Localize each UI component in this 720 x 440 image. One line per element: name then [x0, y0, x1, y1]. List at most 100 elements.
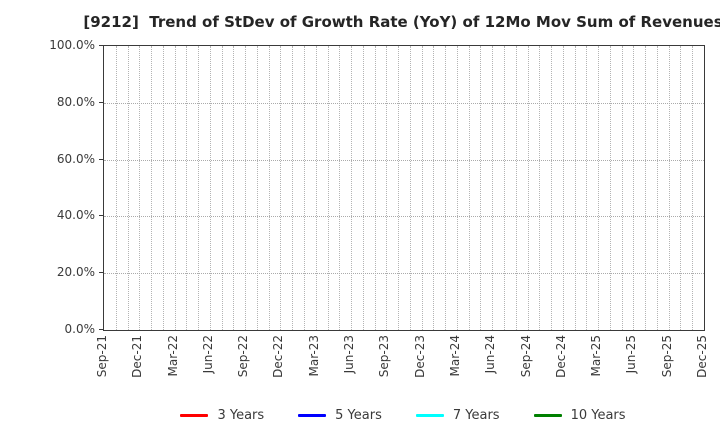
y-tick-label: 0.0% [64, 322, 96, 336]
x-tick-label: Jun-25 [624, 335, 639, 374]
gridline-vertical [433, 46, 435, 330]
x-tick-label: Jun-23 [342, 335, 357, 374]
legend-label: 3 Years [217, 407, 265, 423]
x-tick-label: Mar-24 [447, 335, 462, 377]
gridline-vertical [351, 46, 353, 330]
legend-line-swatch-5-years [298, 413, 327, 417]
legend-item: 7 Years [415, 407, 500, 423]
y-tick-mark [99, 272, 103, 274]
gridline-horizontal [104, 102, 704, 104]
x-tick-label: Sep-23 [377, 335, 392, 378]
gridline-horizontal [104, 159, 704, 161]
legend-line-swatch-7-years [415, 413, 444, 417]
y-tick-label: 80.0% [56, 94, 95, 109]
gridline-vertical [456, 46, 458, 330]
y-tick-label: 40.0% [56, 208, 95, 223]
legend: 3 Years 5 Years 7 Years 10 Years [103, 404, 703, 426]
y-tick-label: 20.0% [56, 265, 95, 280]
gridline-horizontal [104, 273, 704, 275]
gridline-vertical [209, 46, 211, 330]
gridline-vertical [362, 46, 364, 330]
gridline-vertical [668, 46, 670, 330]
gridline-vertical [586, 46, 588, 330]
gridline-vertical [574, 46, 576, 330]
gridline-vertical [374, 46, 376, 330]
gridline-vertical [692, 46, 694, 330]
plot-area [103, 45, 705, 331]
x-tick-label: Sep-25 [659, 335, 674, 378]
gridline-vertical [480, 46, 482, 330]
gridline-vertical [621, 46, 623, 330]
gridline-vertical [421, 46, 423, 330]
gridline-vertical [151, 46, 153, 330]
gridline-vertical [327, 46, 329, 330]
x-tick-label: Dec-25 [695, 335, 709, 378]
legend-line-swatch-3-years [180, 413, 209, 417]
gridline-vertical [492, 46, 494, 330]
gridline-vertical [504, 46, 505, 330]
gridline-vertical [398, 46, 400, 330]
gridline-vertical [245, 46, 247, 330]
y-tick-mark [99, 215, 103, 217]
gridline-vertical [292, 46, 294, 330]
legend-item: 3 Years [180, 408, 264, 423]
gridline-vertical [268, 46, 270, 330]
legend-label: 5 Years [335, 407, 382, 423]
x-tick-label: Dec-22 [271, 335, 286, 378]
legend-item: 5 Years [298, 408, 382, 423]
gridline-vertical [680, 46, 682, 330]
y-tick-mark [99, 45, 103, 46]
x-tick-label: Dec-23 [412, 335, 427, 378]
gridline-vertical [221, 46, 223, 330]
legend-line-swatch-10-years [533, 413, 562, 417]
gridline-vertical [315, 46, 317, 330]
legend-label: 7 Years [452, 407, 500, 423]
gridline-vertical [609, 46, 611, 330]
gridline-horizontal [104, 216, 704, 218]
x-tick-label: Jun-24 [483, 335, 498, 374]
gridline-vertical [551, 46, 553, 330]
gridline-vertical [280, 46, 282, 330]
x-tick-label: Dec-21 [130, 335, 145, 378]
chart-title: [9212] Trend of StDev of Growth Rate (Yo… [83, 13, 720, 31]
x-tick-label: Sep-22 [236, 335, 251, 378]
gridline-vertical [256, 46, 258, 330]
x-tick-label: Dec-24 [553, 335, 568, 378]
gridline-vertical [386, 46, 388, 330]
gridline-vertical [445, 46, 447, 330]
gridline-vertical [339, 46, 341, 330]
gridline-vertical [304, 46, 305, 330]
x-tick-label: Sep-24 [518, 335, 533, 378]
x-tick-label: Mar-23 [306, 335, 321, 377]
gridline-vertical [539, 46, 541, 330]
y-tick-label: 60.0% [56, 151, 95, 166]
x-tick-label: Mar-25 [589, 335, 604, 377]
x-tick-label: Jun-22 [200, 335, 215, 374]
x-tick-label: Sep-21 [95, 335, 109, 378]
gridline-vertical [127, 46, 129, 330]
gridline-vertical [198, 46, 200, 330]
y-tick-mark [99, 101, 103, 103]
gridline-vertical [409, 46, 411, 330]
gridline-vertical [562, 46, 564, 330]
gridline-vertical [656, 46, 658, 330]
gridline-vertical [598, 46, 600, 330]
y-tick-mark [99, 329, 103, 330]
gridline-vertical [174, 46, 176, 330]
gridline-vertical [645, 46, 647, 330]
gridline-vertical [515, 46, 517, 330]
gridline-vertical [233, 46, 235, 330]
gridline-vertical [139, 46, 141, 330]
gridline-vertical [115, 46, 117, 330]
gridline-vertical [162, 46, 164, 330]
gridline-vertical [186, 46, 188, 330]
legend-label: 10 Years [570, 407, 626, 423]
gridline-vertical [527, 46, 529, 330]
gridline-vertical [633, 46, 635, 330]
x-tick-label: Mar-22 [165, 335, 180, 377]
legend-item: 10 Years [533, 407, 626, 423]
y-tick-label: 100.0% [49, 38, 95, 52]
y-tick-mark [99, 158, 103, 160]
gridline-vertical [468, 46, 470, 330]
